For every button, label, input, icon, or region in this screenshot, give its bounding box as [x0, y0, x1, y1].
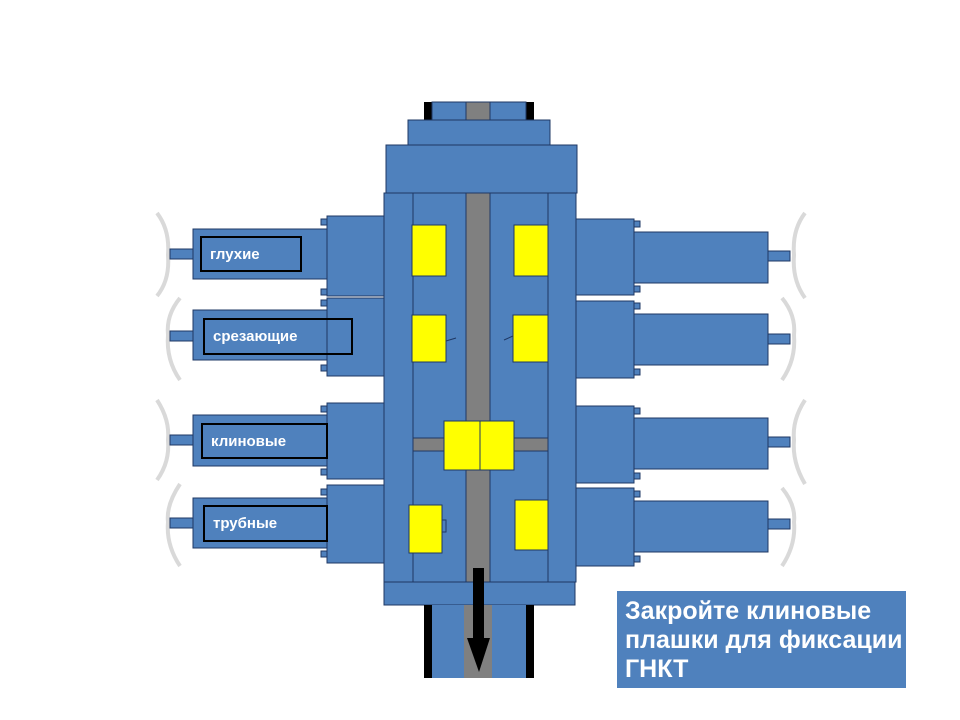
ram-blind-right [513, 224, 549, 277]
down-arrow [467, 568, 490, 672]
ram-slip-right [479, 420, 515, 471]
label-blind-rams: глухие [200, 236, 302, 272]
ram-shear-left [411, 314, 447, 363]
top-flange [385, 101, 578, 194]
ram-pipe-left [408, 504, 443, 554]
right-actuators [575, 218, 791, 567]
label-slip-rams: клиновые [201, 423, 328, 459]
ram-slip-left [443, 420, 481, 471]
instruction-callout: Закройте клиновые плашки для фиксации ГН… [617, 591, 906, 688]
label-shear-rams: срезающие [203, 318, 353, 355]
ram-shear-right [512, 314, 549, 363]
rams [408, 224, 549, 554]
ram-pipe-right [514, 499, 549, 551]
left-brackets [155, 211, 182, 568]
right-brackets [780, 211, 807, 568]
label-pipe-rams: трубные [203, 505, 328, 542]
ram-blind-left [411, 224, 447, 277]
